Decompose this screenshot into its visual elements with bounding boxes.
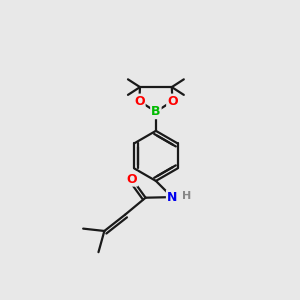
Text: O: O [134,94,145,108]
Text: B: B [151,105,160,118]
Text: O: O [126,172,137,186]
Text: O: O [167,94,178,108]
Text: H: H [182,191,191,201]
Text: N: N [167,190,177,204]
